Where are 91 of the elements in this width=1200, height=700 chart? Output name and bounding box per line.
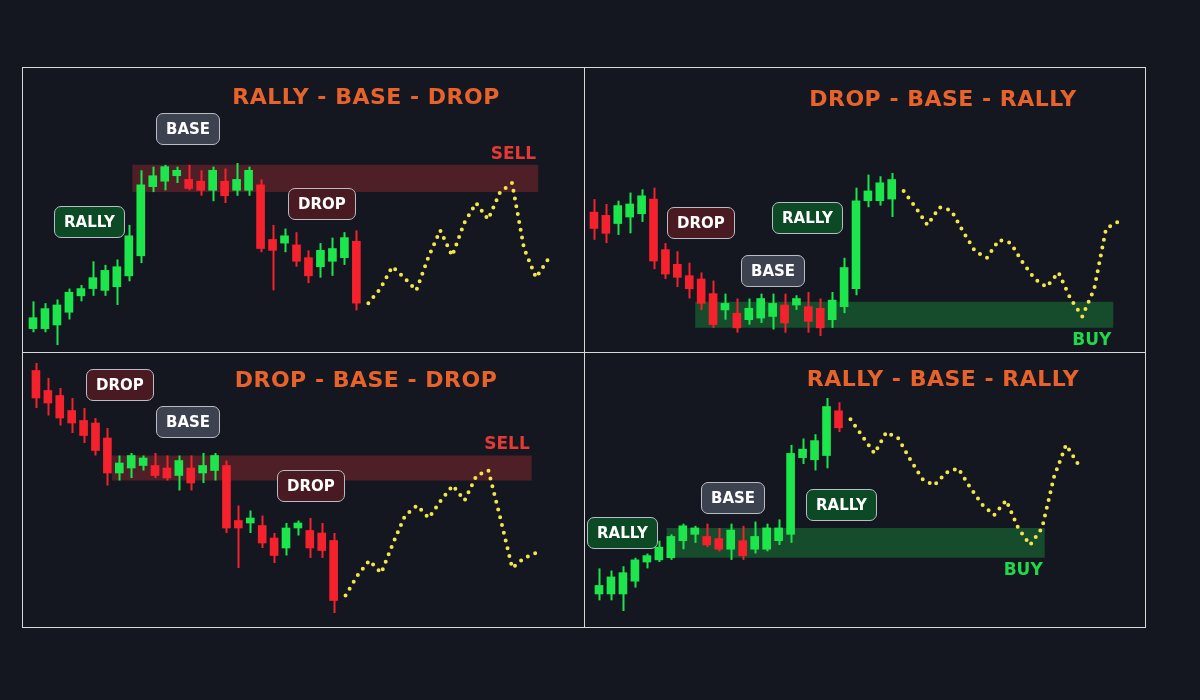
candlestick — [257, 514, 267, 549]
candlestick — [114, 454, 124, 482]
annotation: DROP — [288, 188, 356, 220]
candlestick — [637, 188, 646, 223]
candlestick — [40, 302, 50, 334]
candlestick — [269, 532, 279, 564]
candlestick — [673, 250, 682, 289]
annotation: BASE — [701, 482, 766, 514]
candlestick — [618, 565, 628, 612]
text: BASE — [156, 113, 221, 145]
band-label: SELL — [484, 433, 530, 454]
chart-title: RALLY - BASE - RALLY — [806, 366, 1080, 391]
candlestick — [305, 517, 315, 559]
candlestick — [678, 522, 688, 551]
candlestick — [88, 260, 98, 297]
candlestick — [244, 165, 253, 197]
candlestick — [198, 452, 207, 484]
candlestick — [762, 522, 771, 553]
candlestick — [625, 191, 635, 235]
candlestick — [726, 522, 736, 561]
candlestick — [208, 165, 217, 203]
candlestick — [780, 292, 789, 334]
candlestick — [594, 567, 604, 602]
candlestick — [317, 522, 327, 559]
annotation: BASE — [156, 406, 221, 438]
candlestick — [601, 202, 611, 245]
annotation: DROP — [667, 207, 735, 239]
candlestick — [148, 165, 158, 194]
candlestick — [280, 227, 289, 254]
annotation: DROP — [277, 470, 345, 502]
candlestick — [220, 167, 229, 205]
annotation: RALLY — [772, 202, 843, 234]
candlestick — [768, 292, 777, 331]
candlestick — [875, 175, 885, 207]
candlestick — [55, 387, 65, 427]
band-label: BUY — [1072, 328, 1112, 349]
chart-title: DROP - BASE - RALLY — [809, 86, 1077, 111]
candlestick — [340, 231, 349, 266]
candlestick — [720, 292, 730, 321]
candlestick — [150, 452, 160, 479]
candlestick — [210, 452, 219, 482]
candlestick — [589, 198, 599, 241]
candlestick — [196, 169, 205, 197]
candlestick — [827, 290, 837, 329]
chart-title: RALLY - BASE - DROP — [232, 84, 500, 109]
candlestick — [738, 524, 748, 561]
candlestick — [613, 199, 623, 236]
candlestick — [234, 504, 243, 569]
candlestick — [798, 437, 807, 466]
candlestick — [744, 297, 754, 326]
candlestick — [750, 520, 759, 555]
candlestick — [100, 263, 110, 297]
candlestick — [304, 249, 313, 285]
annotation: BASE — [741, 255, 806, 287]
candlestick — [815, 297, 825, 337]
candlestick — [292, 231, 301, 268]
candlestick — [630, 556, 640, 589]
candlestick — [79, 407, 88, 444]
candlestick — [67, 397, 76, 434]
annotation: RALLY — [54, 206, 125, 238]
candlestick — [714, 526, 724, 553]
candlestick — [64, 287, 74, 321]
candlestick — [684, 261, 694, 300]
candlestick — [732, 297, 742, 334]
candlestick — [774, 518, 783, 546]
annotation: DROP — [86, 369, 154, 401]
candlestick — [666, 533, 676, 561]
annotation: RALLY — [806, 489, 877, 521]
chart-title: DROP - BASE - DROP — [234, 367, 498, 392]
candlestick — [245, 509, 255, 534]
candlestick — [756, 292, 766, 324]
candlestick — [232, 162, 241, 197]
annotation: RALLY — [587, 517, 658, 549]
band-label: SELL — [490, 142, 537, 163]
candlestick — [316, 242, 325, 279]
candlestick — [174, 454, 184, 492]
candlestick — [328, 236, 337, 277]
candlestick — [28, 300, 38, 334]
candlestick — [43, 377, 53, 417]
candlestick — [112, 258, 122, 306]
candlestick — [804, 290, 813, 334]
candlestick — [184, 163, 194, 192]
candlestick — [702, 522, 712, 549]
candlestick — [834, 401, 843, 434]
candlestick — [160, 163, 170, 192]
band-label: BUY — [1003, 558, 1044, 579]
candlestick — [887, 172, 897, 219]
candlestick — [268, 223, 277, 292]
candlestick — [810, 433, 819, 472]
candlestick — [126, 452, 136, 479]
candlestick — [186, 454, 196, 492]
